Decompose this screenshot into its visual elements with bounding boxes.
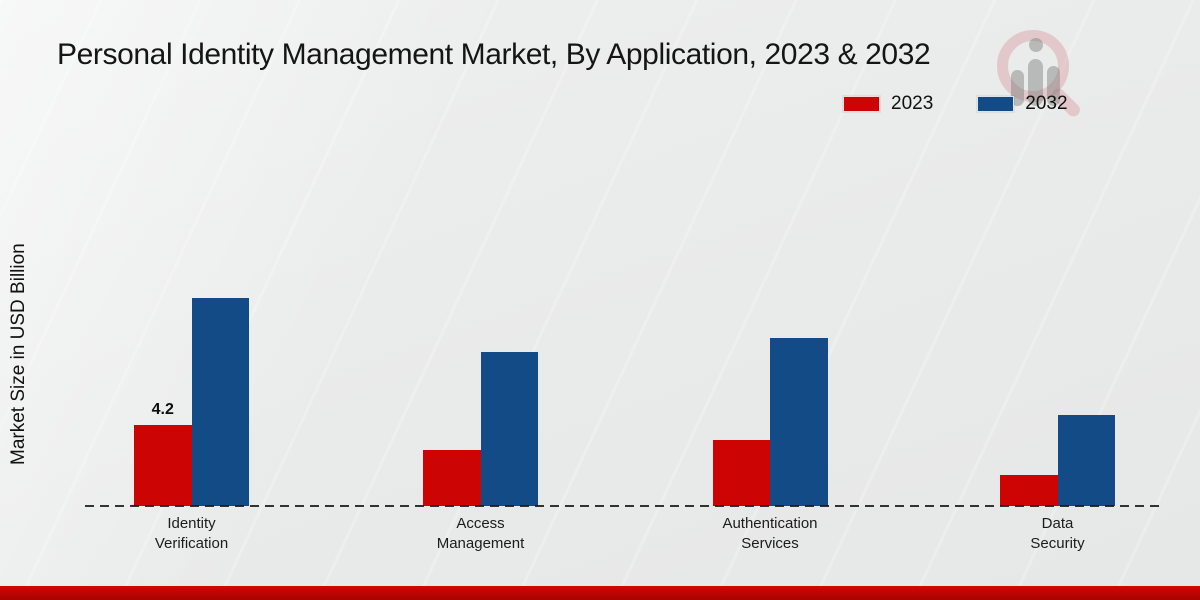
legend-item-2023: 2023 (843, 93, 933, 115)
y-axis-label: Market Size in USD Billion (8, 243, 29, 465)
x-axis-line (85, 505, 1163, 507)
bar-2023-identity-verification (134, 425, 192, 506)
x-axis-category-label: Data Security (1030, 515, 1085, 552)
magnifier-ring-icon (997, 30, 1069, 102)
person-figure-icon (1028, 59, 1043, 106)
legend-label-2032: 2032 (1025, 93, 1068, 114)
x-axis-category-label: Identity Verification (154, 515, 229, 552)
bar-value-label: 4.2 (151, 401, 174, 418)
legend-label-2023: 2023 (891, 93, 934, 114)
legend: 2023 2032 (843, 93, 1068, 115)
person-figure-icon (1047, 66, 1060, 106)
legend-item-2032: 2032 (977, 93, 1068, 115)
bar-2032-authentication-services (770, 338, 828, 506)
bar-2023-data-security (1000, 475, 1058, 506)
person-head-icon (1029, 38, 1043, 52)
x-axis-category-label: Authentication Services (722, 515, 818, 552)
legend-swatch-2032 (977, 96, 1015, 112)
bottom-red-strip (0, 586, 1200, 600)
x-axis-category-label: Access Management (436, 515, 525, 552)
mrfr-logo-watermark (985, 26, 1095, 122)
bar-2023-authentication-services (712, 440, 770, 506)
bar-2023-access-management (423, 450, 481, 506)
bar-2032-identity-verification (191, 298, 249, 506)
legend-swatch-2023 (843, 96, 880, 112)
bar-2032-data-security (1057, 415, 1115, 506)
chart-title: Personal Identity Management Market, By … (57, 38, 931, 71)
bar-2032-access-management (480, 352, 538, 506)
